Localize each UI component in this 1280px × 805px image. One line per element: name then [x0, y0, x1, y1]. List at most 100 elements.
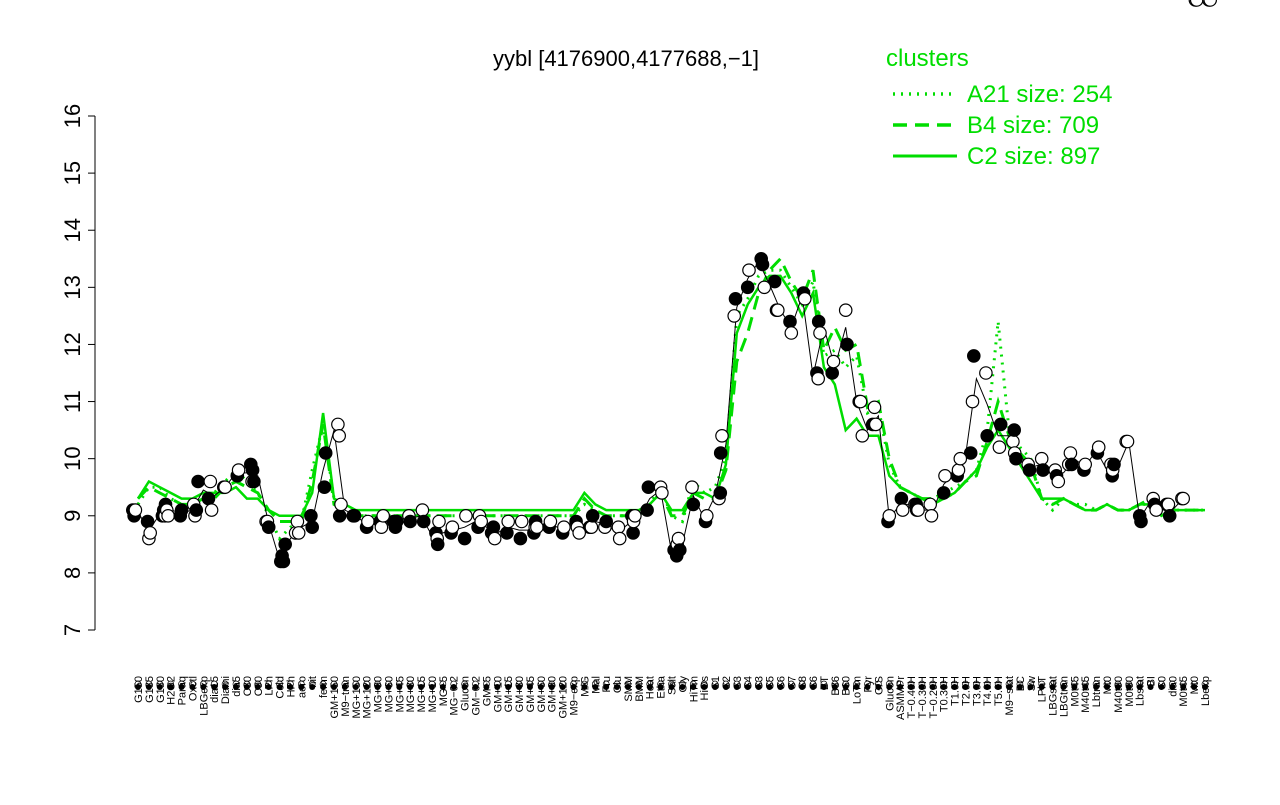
x-tick-mark	[885, 680, 893, 688]
x-tick-label: M0t45	[1178, 676, 1190, 707]
data-point	[331, 417, 345, 432]
x-tick-label: G135	[144, 676, 156, 703]
data-point	[599, 514, 613, 529]
x-tick-label: Paraq	[177, 676, 189, 705]
x-tick-label: MG+15	[416, 676, 428, 712]
x-tick-mark	[646, 680, 654, 688]
data-point	[530, 520, 544, 534]
data-point	[826, 354, 841, 369]
x-tick-label: GM+10	[492, 676, 504, 712]
x-tick-label: Lbtran	[1091, 676, 1103, 707]
x-tick-mark	[983, 680, 991, 688]
x-tick-label: C90	[253, 676, 265, 696]
data-point	[317, 480, 332, 494]
x-tick-label: S4	[743, 676, 755, 689]
data-point	[218, 480, 232, 494]
x-tick-mark	[374, 680, 381, 688]
x-tick-label: BI	[1146, 676, 1158, 686]
x-tick-mark	[1125, 680, 1133, 688]
x-tick-label: MG+10	[427, 676, 439, 712]
x-tick-label: BMM	[634, 676, 646, 702]
data-point	[500, 526, 514, 540]
x-tick-mark	[472, 680, 479, 688]
data-point	[895, 503, 910, 517]
x-tick-label: M40t45	[1080, 676, 1092, 713]
data-point	[501, 514, 515, 529]
x-tick-label: S5	[764, 676, 776, 689]
data-point	[1149, 503, 1163, 517]
y-tick-label: 10	[60, 446, 85, 470]
x-tick-mark	[145, 680, 153, 688]
x-tick-label: Oxctl	[187, 676, 199, 701]
data-point	[894, 491, 909, 506]
data-point	[305, 520, 319, 534]
axes: 7 8 9 10 11 12 13 14 15 16	[60, 104, 96, 636]
data-point	[191, 474, 205, 489]
data-point	[755, 257, 770, 272]
x-tick-label: GM−0.2	[471, 676, 483, 715]
data-point	[924, 508, 939, 523]
x-tick-mark	[189, 680, 196, 688]
data-point	[457, 531, 472, 546]
data-point	[626, 526, 640, 540]
data-point	[1203, 0, 1217, 7]
legend-label: C2 size: 897	[967, 143, 1100, 170]
x-tick-mark	[842, 680, 850, 688]
x-tick-mark	[777, 680, 784, 688]
x-tick-label: MG−0.2	[449, 676, 461, 715]
x-tick-mark	[417, 680, 425, 688]
x-tick-mark	[1147, 680, 1154, 688]
x-tick-label: T−0.40H	[906, 676, 918, 719]
x-tick-mark	[504, 680, 512, 688]
data-point	[1120, 434, 1135, 449]
data-point	[911, 503, 925, 517]
x-tick-mark	[613, 680, 621, 688]
x-tick-labels: G150G135G180H2O2ParaqOxctlLBGexpdia15Dia…	[133, 675, 1212, 720]
x-tick-mark	[297, 680, 305, 688]
x-tick-mark	[221, 680, 229, 688]
x-tick-label: S1	[710, 676, 722, 689]
x-tick-label: M0t45	[1069, 676, 1081, 707]
x-tick-label: T1.0H	[950, 676, 962, 706]
x-tick-mark	[178, 680, 185, 688]
data-point	[291, 526, 306, 540]
data-point	[628, 508, 642, 523]
x-tick-mark	[962, 680, 969, 688]
data-point	[514, 514, 529, 529]
data-point	[783, 314, 797, 329]
data-point	[757, 280, 772, 295]
data-point	[951, 463, 966, 477]
x-tick-mark	[395, 680, 403, 688]
x-tick-label: dia15	[209, 676, 221, 703]
data-point	[868, 417, 883, 432]
x-tick-mark	[515, 680, 523, 688]
x-tick-label: GM+120	[558, 676, 570, 719]
data-point	[513, 531, 528, 546]
x-tick-mark	[1179, 680, 1187, 688]
x-tick-mark	[657, 680, 664, 688]
x-tick-mark	[907, 680, 915, 688]
x-tick-mark	[1060, 680, 1067, 688]
data-point	[278, 537, 292, 552]
data-point	[699, 508, 714, 523]
x-tick-mark	[526, 680, 534, 688]
x-tick-mark	[896, 680, 904, 688]
data-point	[128, 503, 143, 517]
x-tick-mark	[428, 680, 436, 688]
x-tick-mark	[548, 680, 556, 688]
data-point	[611, 520, 626, 534]
data-point	[1064, 457, 1079, 472]
x-tick-label: Lbexp	[1200, 676, 1212, 706]
x-tick-label: G150	[133, 676, 145, 703]
data-point	[403, 514, 417, 529]
x-tick-label: S6	[775, 676, 787, 689]
data-point	[840, 337, 854, 352]
x-tick-mark	[668, 680, 675, 688]
x-tick-label: GM+150	[329, 676, 341, 719]
x-tick-label: S8	[797, 676, 809, 689]
x-tick-mark	[167, 680, 175, 688]
x-tick-label: Glu	[612, 676, 624, 693]
legend-label: A21 size: 254	[967, 81, 1112, 108]
data-point	[671, 531, 686, 546]
